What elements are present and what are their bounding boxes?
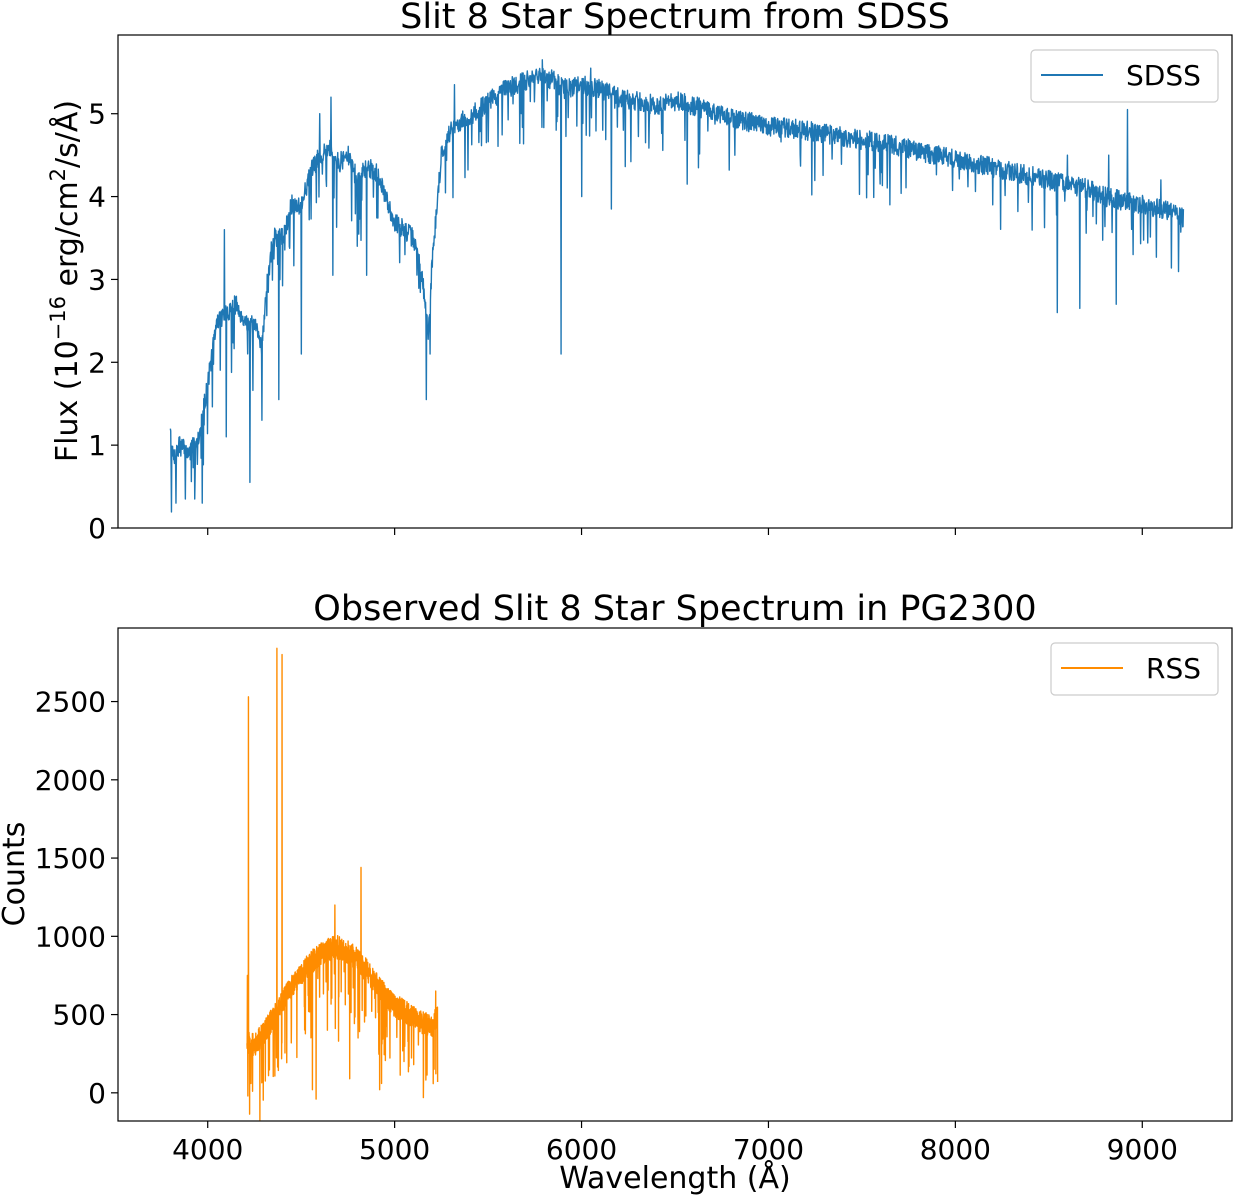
rss-axes-frame (117, 627, 1233, 1122)
sdss-axes-frame (117, 34, 1233, 529)
sdss-series-group (169, 59, 1185, 513)
y-tick-label: 3 (88, 263, 106, 296)
ylabel-exponent-1: −16 (46, 296, 70, 340)
rss-title: Observed Slit 8 Star Spectrum in PG2300 (313, 589, 1036, 629)
y-tick-label: 1500 (35, 842, 106, 875)
x-tick-label: 7000 (733, 1133, 804, 1166)
ylabel-post: /s/Å) (49, 100, 85, 168)
y-tick-label: 500 (53, 999, 106, 1032)
sdss-y-axis-label: Flux (10−16 erg/cm2/s/Å) (46, 100, 85, 462)
rss-panel: Observed Slit 8 Star Spectrum in PG2300 … (0, 589, 1233, 1196)
sdss-x-ticks (207, 528, 1143, 535)
x-tick-label: 5000 (359, 1133, 430, 1166)
ylabel-exponent-2: 2 (46, 168, 70, 181)
rss-y-axis-label: Counts (0, 822, 32, 927)
y-tick-label: 2500 (35, 686, 106, 719)
sdss-title: Slit 8 Star Spectrum from SDSS (400, 0, 950, 37)
series-line-sdss (169, 59, 1185, 513)
ylabel-mid: erg/cm (50, 181, 85, 296)
y-tick-label: 0 (88, 1077, 106, 1110)
y-tick-label: 4 (88, 181, 106, 214)
x-tick-label: 9000 (1107, 1133, 1178, 1166)
x-tick-label: 6000 (546, 1133, 617, 1166)
y-tick-label: 2000 (35, 764, 106, 797)
x-tick-label: 4000 (172, 1133, 243, 1166)
y-tick-label: 2 (88, 346, 106, 379)
ylabel-pre: Flux (10 (50, 340, 85, 462)
rss-x-ticks: 4000 5000 6000 7000 8000 9000 (172, 1121, 1178, 1166)
sdss-legend-box (1030, 49, 1219, 103)
y-tick-label: 1000 (35, 920, 106, 953)
y-tick-label: 0 (88, 512, 106, 545)
rss-legend: RSS (1050, 642, 1219, 696)
y-tick-label: 1 (88, 429, 106, 462)
rss-series-group (246, 647, 439, 1121)
sdss-panel: Slit 8 Star Spectrum from SDSS 0 1 2 3 4 5 Fl… (46, 0, 1233, 545)
rss-x-axis-label: Wavelength (Å) (559, 1160, 790, 1196)
y-tick-label: 5 (88, 98, 106, 131)
sdss-legend: SDSS (1030, 49, 1219, 103)
sdss-y-ticks: 0 1 2 3 4 5 (88, 98, 118, 545)
series-line-rss (246, 647, 439, 1121)
rss-legend-label: RSS (1146, 652, 1201, 685)
sdss-legend-label: SDSS (1126, 59, 1201, 92)
rss-legend-box (1050, 642, 1219, 696)
x-tick-label: 8000 (920, 1133, 991, 1166)
rss-y-ticks: 0 500 1000 1500 2000 2500 (35, 686, 118, 1110)
